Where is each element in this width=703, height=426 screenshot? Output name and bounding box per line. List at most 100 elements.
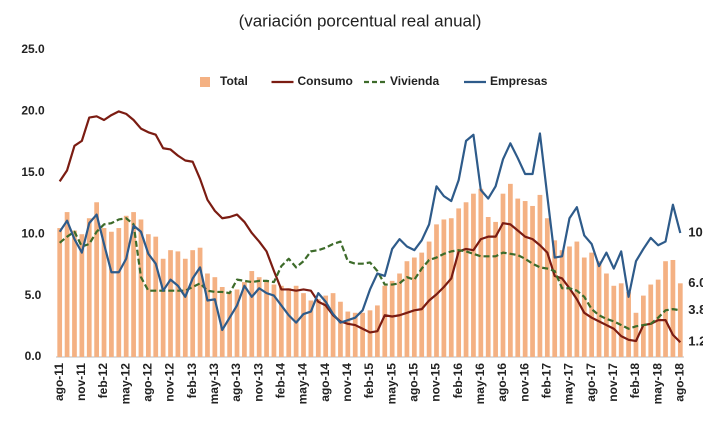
bar: [101, 228, 107, 357]
bar: [530, 205, 535, 357]
y-tick-label: 25.0: [21, 42, 45, 56]
bar: [330, 293, 336, 357]
value-label: 10.1: [688, 224, 703, 239]
bar: [182, 258, 188, 357]
bar: [471, 193, 476, 357]
x-tick-label: nov-14: [340, 363, 354, 402]
bar: [552, 240, 558, 357]
bar: [86, 218, 92, 357]
bar: [478, 188, 484, 357]
x-tick-label: nov-16: [517, 363, 531, 402]
x-tick-label: nov-13: [251, 363, 265, 402]
bar: [323, 295, 329, 357]
x-tick-label: may-17: [562, 363, 576, 405]
bar: [648, 284, 654, 357]
bar: [456, 208, 462, 357]
bar: [544, 218, 550, 357]
x-tick-label: feb-15: [362, 363, 376, 399]
x-tick-label: ago-16: [495, 363, 509, 402]
bar: [168, 250, 173, 357]
x-tick-label: nov-15: [429, 363, 443, 402]
bar: [463, 202, 469, 357]
bar: [256, 277, 262, 357]
bar: [618, 283, 624, 357]
bar: [360, 312, 365, 357]
bar: [264, 280, 269, 357]
bar: [419, 252, 425, 357]
value-label: 1.2: [688, 334, 703, 349]
bar: [79, 234, 85, 357]
bar: [278, 285, 284, 357]
bar: [64, 212, 70, 357]
bar: [145, 234, 151, 357]
y-tick-label: 5.0: [25, 288, 42, 302]
y-tick-label: 20.0: [21, 104, 45, 118]
bar: [352, 312, 358, 357]
bar: [190, 250, 196, 357]
bar: [611, 285, 617, 357]
x-tick-label: may-16: [473, 363, 487, 405]
bar: [109, 231, 114, 357]
bar: [411, 257, 417, 357]
bar: [382, 285, 388, 357]
bar: [589, 252, 595, 357]
bar: [345, 311, 351, 357]
bar: [123, 215, 129, 357]
bar: [227, 291, 232, 357]
bar: [559, 250, 565, 357]
bar: [153, 236, 159, 357]
bar: [138, 219, 144, 357]
legend-label: Vivienda: [390, 74, 439, 88]
x-tick-label: feb-16: [451, 363, 465, 399]
x-tick-label: may-14: [296, 363, 310, 405]
bar: [131, 212, 136, 357]
bar: [537, 194, 543, 357]
bar: [160, 258, 166, 357]
bar: [315, 299, 321, 357]
bar: [567, 246, 572, 357]
legend-label: Consumo: [298, 74, 353, 88]
x-tick-label: feb-17: [539, 363, 553, 399]
bar: [286, 288, 292, 357]
x-tick-label: ago-11: [52, 363, 66, 401]
bar: [448, 218, 454, 357]
bar: [301, 293, 306, 357]
value-label: 3.8: [688, 302, 703, 317]
bar: [242, 282, 247, 357]
x-tick-label: ago-14: [318, 363, 332, 402]
x-tick-label: may-18: [650, 363, 664, 405]
bar: [367, 310, 373, 357]
x-tick-label: feb-14: [274, 363, 288, 399]
bar: [234, 289, 240, 357]
bar: [72, 230, 77, 357]
x-tick-label: feb-12: [96, 363, 110, 399]
bar: [677, 283, 683, 357]
bar: [175, 251, 181, 357]
y-tick-label: 15.0: [21, 165, 45, 179]
value-label: 6.0: [688, 275, 703, 290]
x-tick-label: ago-13: [229, 363, 243, 402]
x-tick-label: nov-17: [606, 363, 620, 402]
bar: [485, 217, 491, 357]
bar: [604, 273, 609, 357]
bar: [493, 221, 498, 357]
legend-swatch: [200, 77, 210, 87]
x-tick-label: nov-12: [163, 363, 177, 402]
bar: [508, 183, 513, 357]
bar: [522, 201, 528, 357]
y-tick-label: 0.0: [25, 349, 42, 363]
bar: [500, 193, 506, 357]
bar: [515, 198, 521, 357]
line: [58, 110, 682, 344]
bar: [404, 261, 410, 357]
legend-label: Total: [220, 74, 248, 88]
bar: [271, 284, 277, 357]
bar: [94, 202, 99, 357]
bar: [389, 280, 395, 357]
bar: [249, 271, 255, 357]
bar: [308, 300, 314, 357]
bar: [663, 261, 668, 357]
y-tick-label: 10.0: [21, 226, 45, 240]
x-tick-label: may-12: [118, 363, 132, 405]
